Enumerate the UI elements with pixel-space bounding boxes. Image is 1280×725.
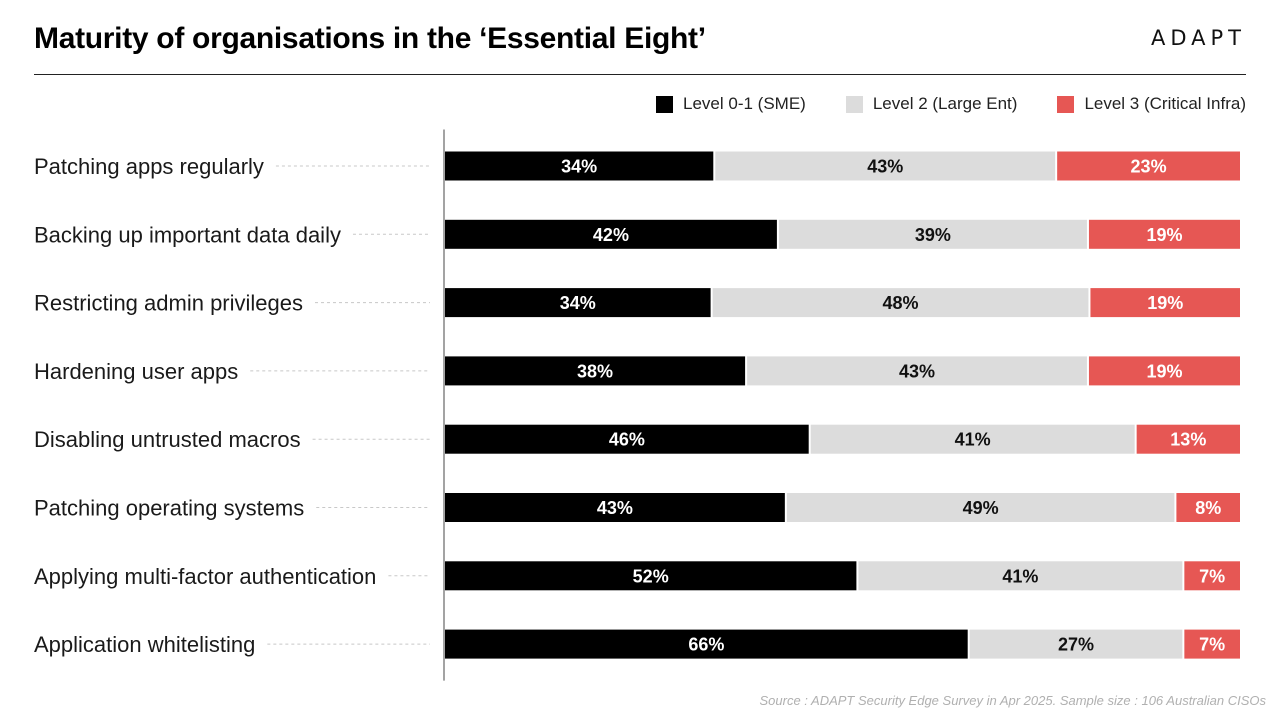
- bar-segment: [445, 219, 777, 249]
- data-label: 23%: [1131, 157, 1167, 177]
- data-label: 49%: [963, 498, 999, 518]
- data-label: 41%: [955, 430, 991, 450]
- data-label: 19%: [1146, 361, 1182, 381]
- legend-label-level-3: Level 3 (Critical Infra): [1084, 94, 1246, 113]
- bar-segment: [778, 219, 1087, 249]
- data-label: 43%: [899, 361, 935, 381]
- data-label: 39%: [915, 225, 951, 245]
- page-title: Maturity of organisations in the ‘Essent…: [34, 22, 706, 55]
- bar-segment: [1088, 356, 1240, 386]
- legend-label-level-2: Level 2 (Large Ent): [872, 94, 1018, 113]
- data-label: 38%: [577, 361, 613, 381]
- title-divider: [34, 74, 1246, 75]
- category-label: Patching apps regularly: [34, 154, 264, 179]
- data-label: 52%: [633, 566, 669, 586]
- bar-segment: [445, 629, 968, 659]
- bar-segment: [1184, 561, 1240, 591]
- legend-item-level-0-1: Level 0-1 (SME): [656, 94, 806, 114]
- bar-segment: [858, 561, 1183, 591]
- bar-segment: [747, 356, 1087, 386]
- data-label: 19%: [1147, 293, 1183, 313]
- bar-segment: [712, 288, 1089, 318]
- data-label: 7%: [1199, 635, 1225, 655]
- category-label: Restricting admin privileges: [34, 291, 303, 316]
- data-label: 48%: [883, 293, 919, 313]
- data-label: 13%: [1170, 430, 1206, 450]
- category-label: Patching operating systems: [34, 496, 304, 521]
- bar-segment: [445, 493, 785, 522]
- bar-segment: [786, 493, 1175, 522]
- category-label: Backing up important data daily: [34, 222, 341, 247]
- bar-segment: [1176, 493, 1240, 522]
- bar-segment: [445, 561, 857, 591]
- bar-segment: [445, 151, 714, 181]
- bar-segment: [1184, 629, 1240, 659]
- legend-label-level-0-1: Level 0-1 (SME): [683, 94, 806, 113]
- legend-swatch-level-3: [1057, 95, 1075, 113]
- legend-swatch-level-2: [845, 95, 863, 113]
- data-label: 7%: [1199, 566, 1225, 586]
- category-label: Applying multi-factor authentication: [34, 564, 376, 589]
- legend-item-level-2: Level 2 (Large Ent): [845, 94, 1018, 114]
- data-label: 43%: [597, 498, 633, 518]
- bar-segment: [715, 151, 1056, 181]
- data-label: 43%: [867, 157, 903, 177]
- category-label: Application whitelisting: [34, 632, 255, 657]
- logo-text: ADAPT: [1150, 26, 1246, 50]
- bar-segment: [1090, 288, 1240, 318]
- bar-segment: [445, 424, 809, 454]
- bar-segment: [1136, 424, 1240, 454]
- bar-segment: [969, 629, 1183, 659]
- data-label: 46%: [609, 430, 645, 450]
- data-label: 8%: [1195, 498, 1221, 518]
- category-label: Hardening user apps: [34, 359, 238, 384]
- data-label: 66%: [688, 635, 724, 655]
- bar-segment: [1057, 151, 1240, 181]
- legend-item-level-3: Level 3 (Critical Infra): [1057, 94, 1246, 114]
- bar-segment: [445, 288, 711, 318]
- data-label: 27%: [1058, 635, 1094, 655]
- bar-segment: [445, 356, 746, 386]
- data-label: 34%: [561, 157, 597, 177]
- category-label: Disabling untrusted macros: [34, 427, 301, 452]
- data-label: 34%: [560, 293, 596, 313]
- data-label: 41%: [1002, 566, 1038, 586]
- adapt-logo: ADAPT: [1151, 26, 1246, 50]
- bar-segment: [1088, 219, 1240, 249]
- bar-segment: [810, 424, 1135, 454]
- chart-legend: Level 0-1 (SME) Level 2 (Large Ent) Leve…: [656, 94, 1246, 114]
- source-note: Source : ADAPT Security Edge Survey in A…: [759, 693, 1266, 708]
- data-label: 19%: [1146, 225, 1182, 245]
- data-label: 42%: [593, 225, 629, 245]
- legend-swatch-level-0-1: [656, 95, 674, 113]
